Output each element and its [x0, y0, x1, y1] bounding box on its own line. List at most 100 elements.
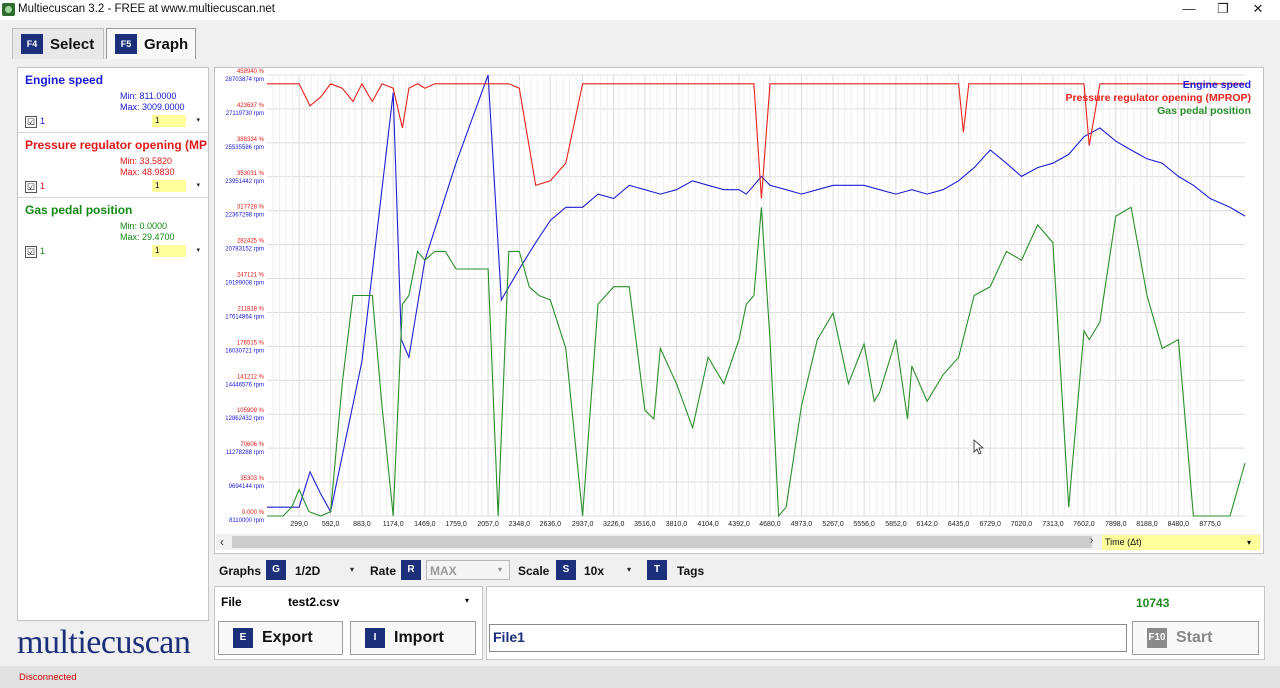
y-tick-label-pressure: 0.000 %	[242, 510, 265, 516]
signal-min: Min: 811.0000	[120, 91, 177, 101]
window-title: Multiecuscan 3.2 - FREE at www.multiecus…	[18, 3, 275, 15]
x-tick-label: 6142,0	[916, 521, 938, 528]
start-button[interactable]: F10 Start	[1132, 621, 1259, 655]
y-tick-label-pressure: 388334 %	[237, 137, 265, 143]
chevron-down-icon[interactable]: ▾	[1247, 538, 1252, 547]
y-tick-label-pressure: 176515 %	[237, 340, 265, 346]
legend-entry: Gas pedal position	[1157, 105, 1251, 117]
x-tick-label: 8775,0	[1199, 521, 1221, 528]
y-tick-label-rpm: 14446576 rpm	[225, 382, 264, 388]
filename-input[interactable]	[489, 624, 1127, 652]
chevron-down-icon[interactable]: ▾	[627, 565, 632, 574]
y-tick-label-pressure: 458940 %	[237, 69, 265, 75]
tab-select-label: Select	[50, 36, 95, 53]
minimize-button[interactable]: —	[1182, 1, 1196, 16]
y-tick-label-rpm: 25535586 rpm	[225, 145, 264, 151]
export-label: Export	[262, 629, 313, 646]
maximize-button[interactable]: ❐	[1217, 1, 1229, 16]
mouse-cursor-icon	[973, 439, 985, 455]
tags-label[interactable]: Tags	[677, 564, 705, 578]
signal-number: 1	[40, 116, 46, 126]
scale-label: Scale	[518, 564, 550, 578]
chart-svg: 458940 % 28703874 rpm 423637 % 27119730 rpm…	[225, 69, 1251, 528]
y-tick-label-rpm: 12862432 rpm	[225, 416, 264, 422]
x-tick-label: 5267,0	[822, 521, 844, 528]
scroll-left-icon[interactable]: ‹	[220, 535, 224, 549]
rate-select[interactable]	[426, 560, 510, 580]
graph-area[interactable]: 458940 % 28703874 rpm 423637 % 27119730 rpm…	[214, 67, 1264, 554]
file-select[interactable]: test2.csv	[288, 595, 340, 609]
y-tick-label-rpm: 20783152 rpm	[225, 247, 264, 253]
x-tick-label: 2636,0	[540, 521, 562, 528]
scale-key[interactable]: S	[556, 560, 576, 580]
signal-axis-dropdown[interactable]: 1 ▾	[152, 245, 200, 257]
tab-graph[interactable]: F5 Graph	[106, 28, 196, 59]
signal-axis-dropdown[interactable]: 1 ▾	[152, 115, 200, 127]
x-tick-label: 3516,0	[634, 521, 656, 528]
tab-select[interactable]: F4 Select	[12, 28, 104, 59]
signal-checkbox[interactable]: ☑	[25, 246, 37, 258]
import-key: I	[365, 628, 385, 648]
export-button[interactable]: E Export	[218, 621, 343, 655]
title-bar	[0, 0, 1280, 20]
x-tick-label: 4392,0	[728, 521, 750, 528]
signal-max: Max: 3009.0000	[120, 102, 185, 112]
y-tick-label-pressure: 247121 %	[237, 273, 265, 279]
tags-key[interactable]: T	[647, 560, 667, 580]
x-tick-label: 1174,0	[383, 521, 404, 528]
graphs-key[interactable]: G	[266, 560, 286, 580]
tab-graph-key: F5	[115, 34, 137, 54]
x-tick-label: 4973,0	[791, 521, 813, 528]
signal-max: Max: 29.4700	[120, 232, 175, 242]
file-label: File	[221, 595, 242, 609]
import-label: Import	[394, 629, 444, 646]
series-line-1	[267, 82, 1245, 199]
chevron-down-icon[interactable]: ▾	[498, 565, 503, 574]
x-tick-label: 4680,0	[759, 521, 781, 528]
close-button[interactable]: ✕	[1252, 1, 1264, 16]
chevron-down-icon: ▾	[196, 247, 200, 254]
signal-number: 1	[40, 246, 46, 256]
x-tick-label: 6729,0	[979, 521, 1001, 528]
tab-graph-label: Graph	[144, 36, 189, 53]
filename-input-value: File1	[493, 629, 525, 645]
signal-pressure-regulator[interactable]: Pressure regulator opening (MPROP) Min: …	[18, 133, 208, 197]
chevron-down-icon[interactable]: ▾	[465, 596, 470, 605]
import-button[interactable]: I Import	[350, 621, 476, 655]
signal-checkbox[interactable]: ☑	[25, 181, 37, 193]
y-tick-label-pressure: 35303 %	[240, 476, 264, 482]
y-tick-label-pressure: 105909 %	[237, 408, 265, 414]
graphs-select[interactable]: 1/2D	[295, 564, 321, 578]
signal-checkbox[interactable]: ☑	[25, 116, 37, 128]
time-axis-select[interactable]: Time (Δt)	[1102, 535, 1260, 550]
x-tick-label: 1759,0	[445, 521, 467, 528]
signal-max: Max: 48.9830	[120, 167, 175, 177]
signal-min: Min: 33.5820	[120, 156, 173, 166]
signal-engine-speed[interactable]: Engine speed Min: 811.0000 Max: 3009.000…	[18, 68, 208, 132]
x-tick-label: 299,0	[290, 521, 308, 528]
signal-axis-dropdown[interactable]: 1 ▾	[152, 180, 200, 192]
y-tick-label-pressure: 282425 %	[237, 239, 265, 245]
signal-gas-pedal[interactable]: Gas pedal position Min: 0.0000 Max: 29.4…	[18, 198, 208, 262]
rate-value: MAX	[430, 564, 457, 578]
y-tick-label-pressure: 353031 %	[237, 171, 265, 177]
scroll-right-icon[interactable]: ›	[1090, 535, 1094, 546]
x-tick-label: 2348,0	[509, 521, 531, 528]
x-tick-label: 8188,0	[1136, 521, 1158, 528]
scroll-thumb[interactable]	[232, 536, 1092, 548]
x-tick-label: 592,0	[322, 521, 340, 528]
y-tick-label-rpm: 11278288 rpm	[226, 450, 264, 456]
y-tick-label-rpm: 27119730 rpm	[226, 111, 264, 117]
signal-list-panel: Engine speed Min: 811.0000 Max: 3009.000…	[17, 67, 209, 621]
signal-min: Min: 0.0000	[120, 221, 168, 231]
series-line-2	[267, 206, 1246, 518]
rate-key[interactable]: R	[401, 560, 421, 580]
y-tick-label-rpm: 23951442 rpm	[225, 179, 264, 185]
signal-axis-value: 1	[155, 246, 160, 255]
y-tick-label-pressure: 317728 %	[237, 205, 265, 211]
export-key: E	[233, 628, 253, 648]
chevron-down-icon[interactable]: ▾	[350, 565, 355, 574]
scale-select[interactable]: 10x	[584, 564, 605, 578]
x-tick-label: 883,0	[353, 521, 371, 528]
y-tick-label-rpm: 22367298 rpm	[225, 213, 264, 219]
